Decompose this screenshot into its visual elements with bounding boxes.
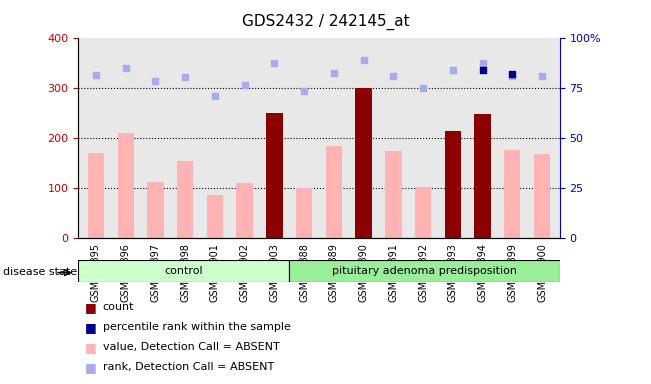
- Point: [299, 88, 309, 94]
- Text: control: control: [164, 266, 203, 276]
- Point: [90, 72, 101, 78]
- Bar: [445, 131, 461, 238]
- Text: percentile rank within the sample: percentile rank within the sample: [103, 322, 291, 332]
- Point: [180, 74, 190, 80]
- Bar: [207, 195, 223, 238]
- Text: ■: ■: [85, 321, 96, 334]
- Bar: [177, 161, 193, 238]
- Point: [210, 93, 220, 99]
- Point: [240, 82, 250, 88]
- Bar: [296, 188, 312, 238]
- Point: [329, 70, 339, 76]
- Text: disease state: disease state: [3, 267, 77, 277]
- Bar: [475, 114, 491, 238]
- Bar: [88, 153, 104, 238]
- Bar: [445, 131, 461, 238]
- Bar: [289, 260, 560, 282]
- Point: [537, 73, 547, 79]
- Point: [477, 67, 488, 73]
- Text: rank, Detection Call = ABSENT: rank, Detection Call = ABSENT: [103, 362, 274, 372]
- Bar: [236, 183, 253, 238]
- Bar: [118, 133, 134, 238]
- Bar: [266, 113, 283, 238]
- Bar: [147, 182, 163, 238]
- Text: GDS2432 / 242145_at: GDS2432 / 242145_at: [242, 13, 409, 30]
- Point: [448, 67, 458, 73]
- Point: [388, 73, 398, 79]
- Point: [359, 57, 369, 63]
- Point: [507, 73, 518, 79]
- Point: [477, 60, 488, 66]
- Point: [150, 78, 161, 84]
- Point: [418, 85, 428, 91]
- Text: pituitary adenoma predisposition: pituitary adenoma predisposition: [332, 266, 517, 276]
- Bar: [78, 260, 289, 282]
- Bar: [355, 88, 372, 238]
- Text: ■: ■: [85, 361, 96, 374]
- Text: ■: ■: [85, 341, 96, 354]
- Bar: [534, 154, 550, 238]
- Point: [120, 65, 131, 71]
- Bar: [355, 88, 372, 238]
- Bar: [504, 150, 520, 238]
- Bar: [326, 146, 342, 238]
- Bar: [266, 113, 283, 238]
- Text: ■: ■: [85, 301, 96, 314]
- Point: [507, 71, 518, 78]
- Bar: [385, 151, 402, 238]
- Text: count: count: [103, 302, 134, 312]
- Text: value, Detection Call = ABSENT: value, Detection Call = ABSENT: [103, 342, 280, 352]
- Bar: [475, 114, 491, 238]
- Point: [269, 60, 279, 66]
- Bar: [415, 187, 431, 238]
